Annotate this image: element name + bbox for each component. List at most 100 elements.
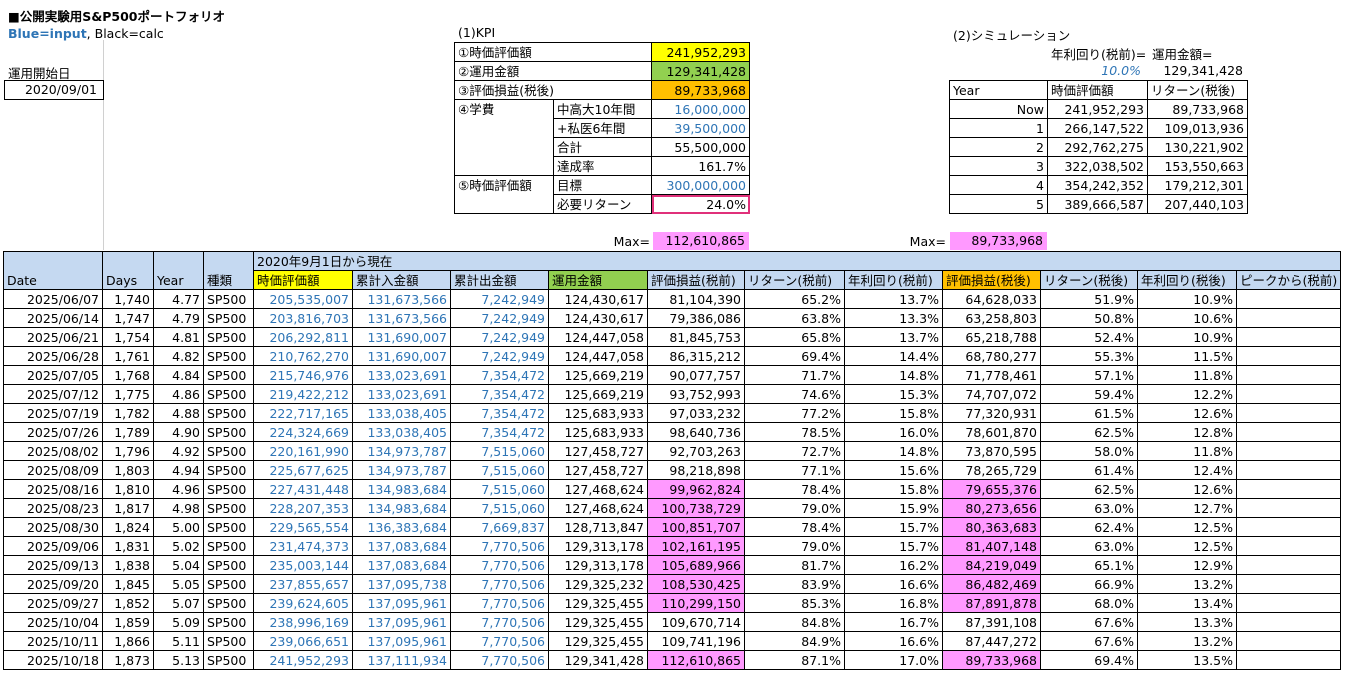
table-cell[interactable]: 87,447,272 [942,631,1041,651]
table-cell[interactable]: SP500 [203,574,254,594]
table-cell[interactable]: 57.1% [1040,365,1138,385]
column-header[interactable]: リターン(税前) [744,270,845,290]
table-cell[interactable] [1235,346,1342,366]
table-cell[interactable]: 109,670,714 [647,612,745,632]
table-cell[interactable]: 7,770,506 [450,650,549,670]
table-cell[interactable]: 1,747 [102,308,154,328]
column-header[interactable]: 時価評価額 [253,270,353,290]
kpi-sublabel[interactable]: +私医6年間 [553,118,652,138]
table-cell[interactable]: 241,952,293 [253,650,353,670]
kpi-label[interactable]: ①時価評価額 [454,42,652,62]
table-cell[interactable]: 2025/06/14 [3,308,103,328]
table-cell[interactable]: 61.5% [1040,403,1138,423]
table-cell[interactable]: 1,782 [102,403,154,423]
sim-header-cell[interactable]: 時価評価額 [1047,80,1148,100]
table-cell[interactable]: 1,817 [102,498,154,518]
table-cell[interactable]: 238,996,169 [253,612,353,632]
table-cell[interactable]: 79,386,086 [647,308,745,328]
table-cell[interactable]: 131,673,566 [352,289,451,309]
table-cell[interactable]: 1,831 [102,536,154,556]
table-cell[interactable]: 108,530,425 [647,574,745,594]
kpi-label[interactable]: ②運用金額 [454,61,652,81]
max-pretax-value[interactable]: 112,610,865 [653,232,749,250]
table-cell[interactable]: 5.04 [153,555,204,575]
kpi-value[interactable]: 24.0% [651,194,750,214]
table-cell[interactable]: 1,740 [102,289,154,309]
table-cell[interactable]: 10.9% [1137,289,1237,309]
table-cell[interactable]: 133,023,691 [352,365,451,385]
table-cell[interactable]: SP500 [203,593,254,613]
table-cell[interactable]: 215,746,976 [253,365,353,385]
table-cell[interactable]: 1,789 [102,422,154,442]
table-cell[interactable]: 59.4% [1040,384,1138,404]
kpi-sublabel[interactable]: 目標 [553,175,652,195]
table-cell[interactable] [1235,517,1342,537]
table-cell[interactable]: 129,325,455 [548,612,648,632]
table-cell[interactable]: 81,104,390 [647,289,745,309]
table-cell[interactable]: 72.7% [744,441,845,461]
sim-cell[interactable]: 3 [949,156,1048,176]
table-cell[interactable]: 2025/10/11 [3,631,103,651]
table-cell[interactable]: 16.6% [844,574,943,594]
table-cell[interactable]: 231,474,373 [253,536,353,556]
sim-cell[interactable]: 89,733,968 [1147,99,1248,119]
table-cell[interactable]: 2025/07/19 [3,403,103,423]
table-cell[interactable]: 15.7% [844,517,943,537]
table-cell[interactable]: 2025/07/26 [3,422,103,442]
table-cell[interactable]: 63,258,803 [942,308,1041,328]
table-cell[interactable]: 85.3% [744,593,845,613]
table-cell[interactable]: 2025/10/18 [3,650,103,670]
table-cell[interactable]: SP500 [203,308,254,328]
table-cell[interactable]: SP500 [203,517,254,537]
kpi-label[interactable] [454,137,554,157]
table-cell[interactable]: 124,447,058 [548,346,648,366]
sim-cell[interactable]: 2 [949,137,1048,157]
table-cell[interactable]: 63.0% [1040,536,1138,556]
kpi-sublabel[interactable]: 達成率 [553,156,652,176]
kpi-value[interactable]: 129,341,428 [651,61,750,81]
table-cell[interactable]: 1,873 [102,650,154,670]
table-cell[interactable]: 13.5% [1137,650,1237,670]
table-cell[interactable]: 71.7% [744,365,845,385]
kpi-sublabel[interactable]: 合計 [553,137,652,157]
table-cell[interactable]: 2025/08/16 [3,479,103,499]
table-cell[interactable]: 134,983,684 [352,479,451,499]
table-cell[interactable]: 220,161,990 [253,441,353,461]
sim-cell[interactable]: 179,212,301 [1147,175,1248,195]
table-cell[interactable]: 1,838 [102,555,154,575]
table-cell[interactable]: 2025/08/09 [3,460,103,480]
table-cell[interactable]: 128,713,847 [548,517,648,537]
kpi-value[interactable]: 89,733,968 [651,80,750,100]
table-cell[interactable]: 225,677,625 [253,460,353,480]
kpi-label[interactable]: ⑤時価評価額 [454,175,554,195]
table-cell[interactable]: 124,430,617 [548,308,648,328]
table-cell[interactable]: 7,515,060 [450,460,549,480]
table-cell[interactable] [1235,555,1342,575]
table-cell[interactable]: 2025/08/30 [3,517,103,537]
table-cell[interactable]: 79.0% [744,498,845,518]
table-cell[interactable]: 10.6% [1137,308,1237,328]
sim-cell[interactable]: 4 [949,175,1048,195]
table-cell[interactable]: 81,845,753 [647,327,745,347]
start-date-cell[interactable]: 2020/09/01 [4,80,104,100]
table-cell[interactable]: 17.0% [844,650,943,670]
table-cell[interactable]: 64,628,033 [942,289,1041,309]
table-cell[interactable]: 125,669,219 [548,365,648,385]
table-cell[interactable]: 12.5% [1137,536,1237,556]
table-cell[interactable]: 131,690,007 [352,327,451,347]
sim-cell[interactable]: 207,440,103 [1147,194,1248,214]
table-cell[interactable]: 129,313,178 [548,555,648,575]
table-cell[interactable]: 69.4% [1040,650,1138,670]
table-cell[interactable]: 89,733,968 [942,650,1041,670]
sim-header-cell[interactable]: リターン(税後) [1147,80,1248,100]
column-header[interactable]: 年利回り(税前) [844,270,943,290]
table-cell[interactable]: 87.1% [744,650,845,670]
table-cell[interactable] [1235,289,1342,309]
table-cell[interactable]: 78.5% [744,422,845,442]
table-cell[interactable]: 237,855,657 [253,574,353,594]
table-cell[interactable]: 131,690,007 [352,346,451,366]
table-cell[interactable]: 78.4% [744,479,845,499]
table-cell[interactable]: 5.13 [153,650,204,670]
table-cell[interactable]: 4.92 [153,441,204,461]
table-cell[interactable]: 5.07 [153,593,204,613]
